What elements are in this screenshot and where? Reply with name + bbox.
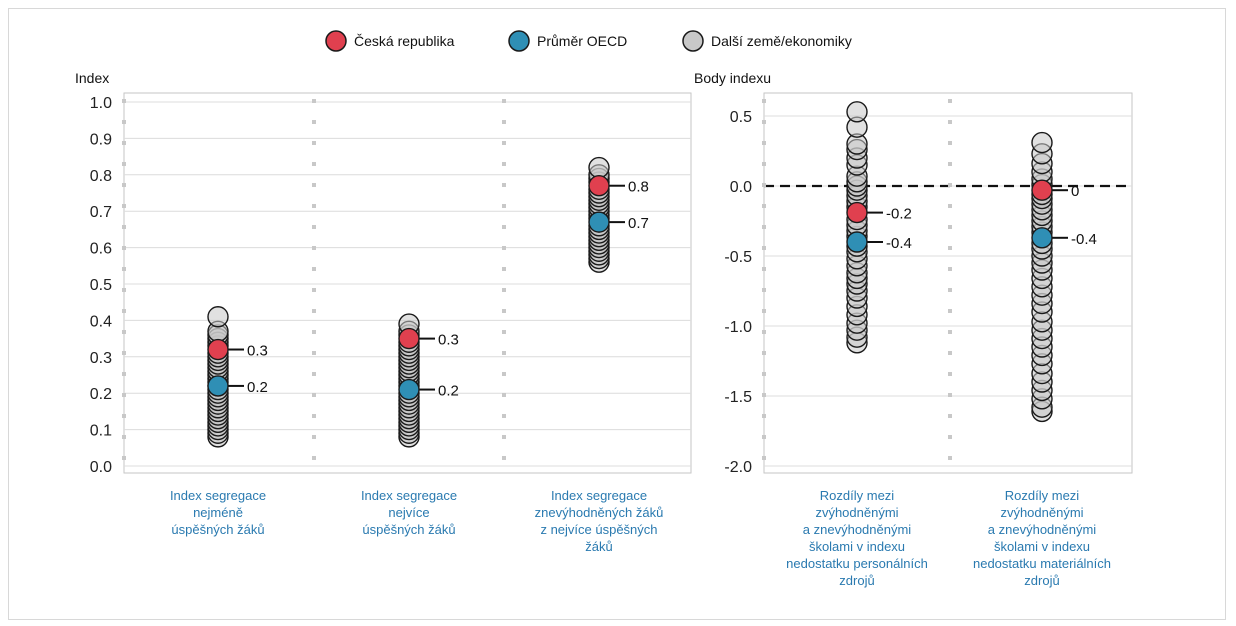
panel-left: Index 0.00.10.20.30.40.50.60.70.80.91.0 … (75, 70, 692, 554)
legend-label-oecd: Průměr OECD (537, 33, 627, 49)
y-axis-title-right: Body indexu (694, 70, 771, 86)
right-point-oecd (846, 231, 868, 253)
left-category-label-line: nejméně (193, 505, 243, 520)
right-category-label-line: nedostatku personálních (786, 556, 928, 571)
right-value-label-czech: 0 (1071, 183, 1079, 200)
panel-right: Body indexu -2.0 -1.5 -1.0 -0.5 0.0 0.5 -0.4 -… (694, 70, 1133, 588)
left-value-label-oecd: 0.7 (628, 215, 649, 232)
left-y-tick-label: 1.0 (90, 95, 112, 112)
right-value-label-oecd: -0.4 (1071, 231, 1097, 248)
left-y-tick-label: 0.7 (90, 204, 112, 221)
left-category-label: Index segregace nejvíce úspěšných žáků (361, 488, 457, 537)
left-value-label-oecd: 0.2 (247, 379, 268, 396)
right-point-other (1031, 131, 1053, 154)
right-category-label-line: Rozdíly mezi (820, 488, 895, 503)
left-category-label-line: Index segregace (361, 488, 457, 503)
left-y-tick-label: 0.4 (90, 313, 112, 330)
left-value-label-czech: 0.3 (247, 343, 268, 360)
right-y-tick-label: 0.5 (730, 109, 752, 126)
right-category-label-line: zvýhodněnými (1000, 505, 1083, 520)
legend-marker-czech (325, 30, 347, 52)
left-category-label-line: úspěšných žáků (171, 522, 264, 537)
left-value-label-oecd: 0.2 (438, 383, 459, 400)
left-y-tick-label: 0.6 (90, 241, 112, 258)
right-category-label-line: zdrojů (1024, 573, 1059, 588)
left-category-label: Index segregace nejméně úspěšných žáků (170, 488, 266, 537)
left-category-label-line: Index segregace (551, 488, 647, 503)
right-category-label: Rozdíly mezi zvýhodněnými a znevýhodněnými… (973, 488, 1111, 588)
left-y-tick-label: 0.5 (90, 277, 112, 294)
left-y-tick-label: 0.8 (90, 168, 112, 185)
left-category-label-line: z nejvíce úspěšných (540, 522, 657, 537)
right-y-tick-label: -1.5 (724, 389, 752, 406)
right-category-label-line: školami v indexu (809, 539, 905, 554)
right-y-tick-label: 0.0 (730, 179, 752, 196)
left-category-label-line: úspěšných žáků (362, 522, 455, 537)
right-y-tick-label: -2.0 (724, 459, 752, 476)
left-category-label-line: nejvíce (388, 505, 429, 520)
right-y-tick-label: -0.5 (724, 249, 752, 266)
right-point-other (846, 101, 868, 123)
legend-label-czech: Česká republika (354, 33, 455, 49)
right-value-label-oecd: -0.4 (886, 235, 912, 252)
right-category-label-line: nedostatku materiálních (973, 556, 1111, 571)
left-value-label-czech: 0.3 (438, 332, 459, 349)
right-point-czech (1031, 179, 1053, 201)
right-category-label-line: zdrojů (839, 573, 874, 588)
y-axis-title-left: Index (75, 70, 109, 86)
left-point-czech (588, 175, 610, 197)
left-category-label-line: Index segregace (170, 488, 266, 503)
legend: Česká republika Průměr OECD Další země/e… (325, 30, 852, 52)
left-point-other (207, 306, 229, 328)
right-category-label-line: Rozdíly mezi (1005, 488, 1080, 503)
left-y-tick-label: 0.3 (90, 350, 112, 367)
left-y-tick-label: 0.1 (90, 423, 112, 440)
plot-area-right (763, 92, 1133, 474)
right-category-label-line: a znevýhodněnými (988, 522, 1097, 537)
right-category-label-line: a znevýhodněnými (803, 522, 912, 537)
right-category-label-line: zvýhodněnými (815, 505, 898, 520)
left-y-tick-label: 0.9 (90, 131, 112, 148)
left-category-label-line: žáků (585, 539, 612, 554)
left-point-oecd (207, 375, 229, 397)
left-point-czech (207, 338, 229, 361)
left-category-label: Index segregace znevýhodněných žáků z nejv… (535, 488, 664, 554)
left-value-label-czech: 0.8 (628, 179, 649, 196)
left-point-oecd (398, 378, 420, 401)
right-point-czech (846, 201, 868, 224)
right-category-label: Rozdíly mezi zvýhodněnými a znevýhodněnými… (786, 488, 928, 588)
plot-area-left (123, 92, 692, 474)
left-point-oecd (588, 211, 610, 233)
left-point-other (588, 156, 610, 179)
legend-marker-oecd (508, 30, 530, 52)
left-point-czech (398, 327, 420, 350)
right-value-label-czech: -0.2 (886, 206, 912, 223)
left-y-tick-label: 0.2 (90, 386, 112, 403)
right-point-oecd (1031, 227, 1053, 249)
left-category-label-line: znevýhodněných žáků (535, 505, 664, 520)
right-y-tick-label: -1.0 (724, 319, 752, 336)
left-y-tick-label: 0.0 (90, 459, 112, 476)
legend-marker-other (682, 30, 704, 52)
legend-label-other: Další země/ekonomiky (711, 33, 852, 49)
right-category-label-line: školami v indexu (994, 539, 1090, 554)
